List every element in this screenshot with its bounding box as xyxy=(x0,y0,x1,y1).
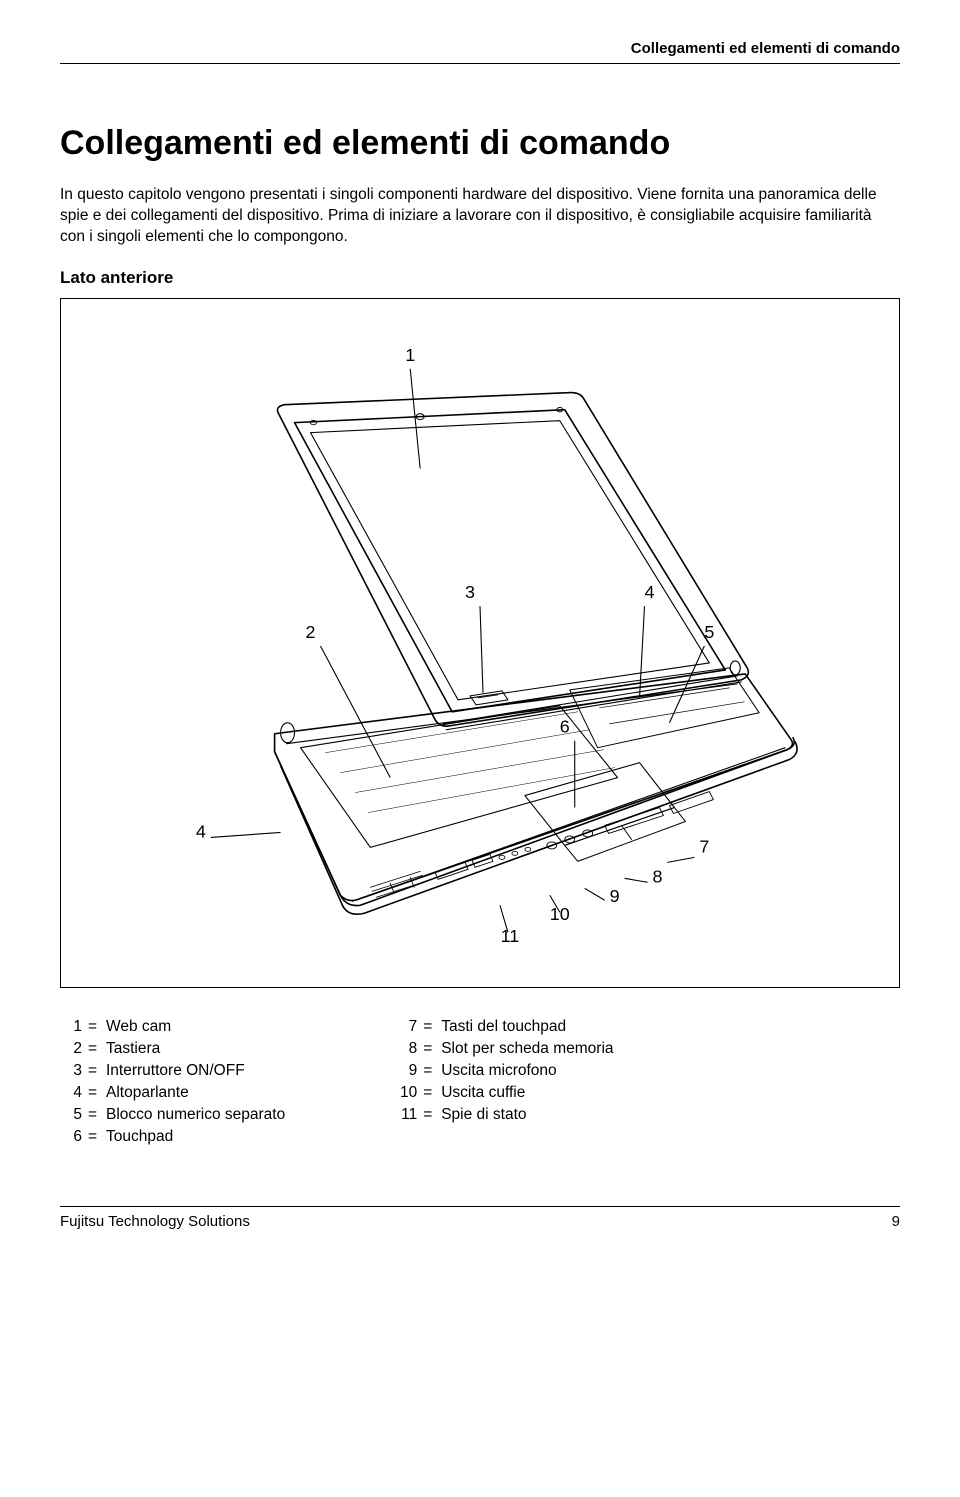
legend-item-label: Blocco numerico separato xyxy=(106,1106,285,1124)
legend-item-number: 9 xyxy=(395,1062,423,1080)
legend-item: 9=Uscita microfono xyxy=(395,1062,613,1080)
legend-item-label: Uscita microfono xyxy=(441,1062,556,1080)
sub-heading: Lato anteriore xyxy=(60,268,900,288)
legend-item-label: Altoparlante xyxy=(106,1084,189,1102)
legend-item-label: Spie di stato xyxy=(441,1106,526,1124)
callout-leader xyxy=(410,369,420,469)
legend-item-number: 4 xyxy=(60,1084,88,1102)
footer-publisher: Fujitsu Technology Solutions xyxy=(60,1213,250,1230)
legend-item-equals: = xyxy=(423,1106,441,1124)
callout-leader xyxy=(320,646,390,778)
legend-item-number: 3 xyxy=(60,1062,88,1080)
callout-leader xyxy=(625,878,648,882)
intro-paragraph: In questo capitolo vengono presentati i … xyxy=(60,185,900,248)
legend-item-number: 6 xyxy=(60,1128,88,1146)
callout-label: 8 xyxy=(652,866,662,886)
legend-item-equals: = xyxy=(423,1040,441,1058)
callout-label: 1 xyxy=(405,345,415,365)
legend-item-equals: = xyxy=(88,1040,106,1058)
callout-label: 7 xyxy=(699,836,709,856)
callout-label: 2 xyxy=(306,622,316,642)
legend-item-equals: = xyxy=(423,1018,441,1036)
legend-item: 2=Tastiera xyxy=(60,1040,285,1058)
legend-item: 1=Web cam xyxy=(60,1018,285,1036)
legend-item-number: 11 xyxy=(395,1106,423,1124)
callout-label: 4 xyxy=(645,582,655,602)
legend-item-number: 1 xyxy=(60,1018,88,1036)
callout-leader xyxy=(667,857,694,862)
callout-label: 6 xyxy=(560,717,570,737)
callout-leader xyxy=(640,606,645,698)
legend-item-number: 2 xyxy=(60,1040,88,1058)
legend-item: 10=Uscita cuffie xyxy=(395,1084,613,1102)
page-title: Collegamenti ed elementi di comando xyxy=(60,124,900,163)
callout-label: 9 xyxy=(610,886,620,906)
legend-item: 11=Spie di stato xyxy=(395,1106,613,1124)
legend-item-equals: = xyxy=(88,1062,106,1080)
legend-item-label: Uscita cuffie xyxy=(441,1084,525,1102)
legend-item-label: Slot per scheda memoria xyxy=(441,1040,613,1058)
legend-item-label: Interruttore ON/OFF xyxy=(106,1062,245,1080)
legend-item-number: 8 xyxy=(395,1040,423,1058)
legend-item: 3=Interruttore ON/OFF xyxy=(60,1062,285,1080)
callout-label: 3 xyxy=(465,582,475,602)
legend-item-equals: = xyxy=(88,1106,106,1124)
running-header: Collegamenti ed elementi di comando xyxy=(60,40,900,64)
legend-item-label: Touchpad xyxy=(106,1128,173,1146)
callout-label: 4 xyxy=(196,821,206,841)
callout-label: 11 xyxy=(501,926,520,946)
legend-col-left: 1=Web cam2=Tastiera3=Interruttore ON/OFF… xyxy=(60,1018,285,1146)
legend-item-equals: = xyxy=(88,1018,106,1036)
footer-page-number: 9 xyxy=(892,1213,900,1230)
legend-item-number: 5 xyxy=(60,1106,88,1124)
legend-item-equals: = xyxy=(88,1128,106,1146)
legend-item-equals: = xyxy=(88,1084,106,1102)
legend-item: 6=Touchpad xyxy=(60,1128,285,1146)
callout-label: 5 xyxy=(704,622,714,642)
diagram-container: 1 2 3 4 4 5 6 7 8 9 10 11 xyxy=(60,298,900,988)
callout-leader xyxy=(585,888,605,900)
callout-leader xyxy=(480,606,483,693)
legend-item: 5=Blocco numerico separato xyxy=(60,1106,285,1124)
legend: 1=Web cam2=Tastiera3=Interruttore ON/OFF… xyxy=(60,1018,900,1146)
legend-item: 4=Altoparlante xyxy=(60,1084,285,1102)
legend-item-label: Tasti del touchpad xyxy=(441,1018,566,1036)
legend-item-label: Web cam xyxy=(106,1018,171,1036)
legend-item: 7=Tasti del touchpad xyxy=(395,1018,613,1036)
laptop-diagram: 1 2 3 4 4 5 6 7 8 9 10 11 xyxy=(61,299,899,987)
page-footer: Fujitsu Technology Solutions 9 xyxy=(60,1206,900,1230)
legend-item: 8=Slot per scheda memoria xyxy=(395,1040,613,1058)
legend-item-label: Tastiera xyxy=(106,1040,160,1058)
legend-item-equals: = xyxy=(423,1062,441,1080)
legend-item-number: 7 xyxy=(395,1018,423,1036)
callout-label: 10 xyxy=(550,904,570,924)
legend-col-right: 7=Tasti del touchpad8=Slot per scheda me… xyxy=(395,1018,613,1146)
legend-item-number: 10 xyxy=(395,1084,423,1102)
legend-item-equals: = xyxy=(423,1084,441,1102)
callout-leader xyxy=(211,832,281,837)
